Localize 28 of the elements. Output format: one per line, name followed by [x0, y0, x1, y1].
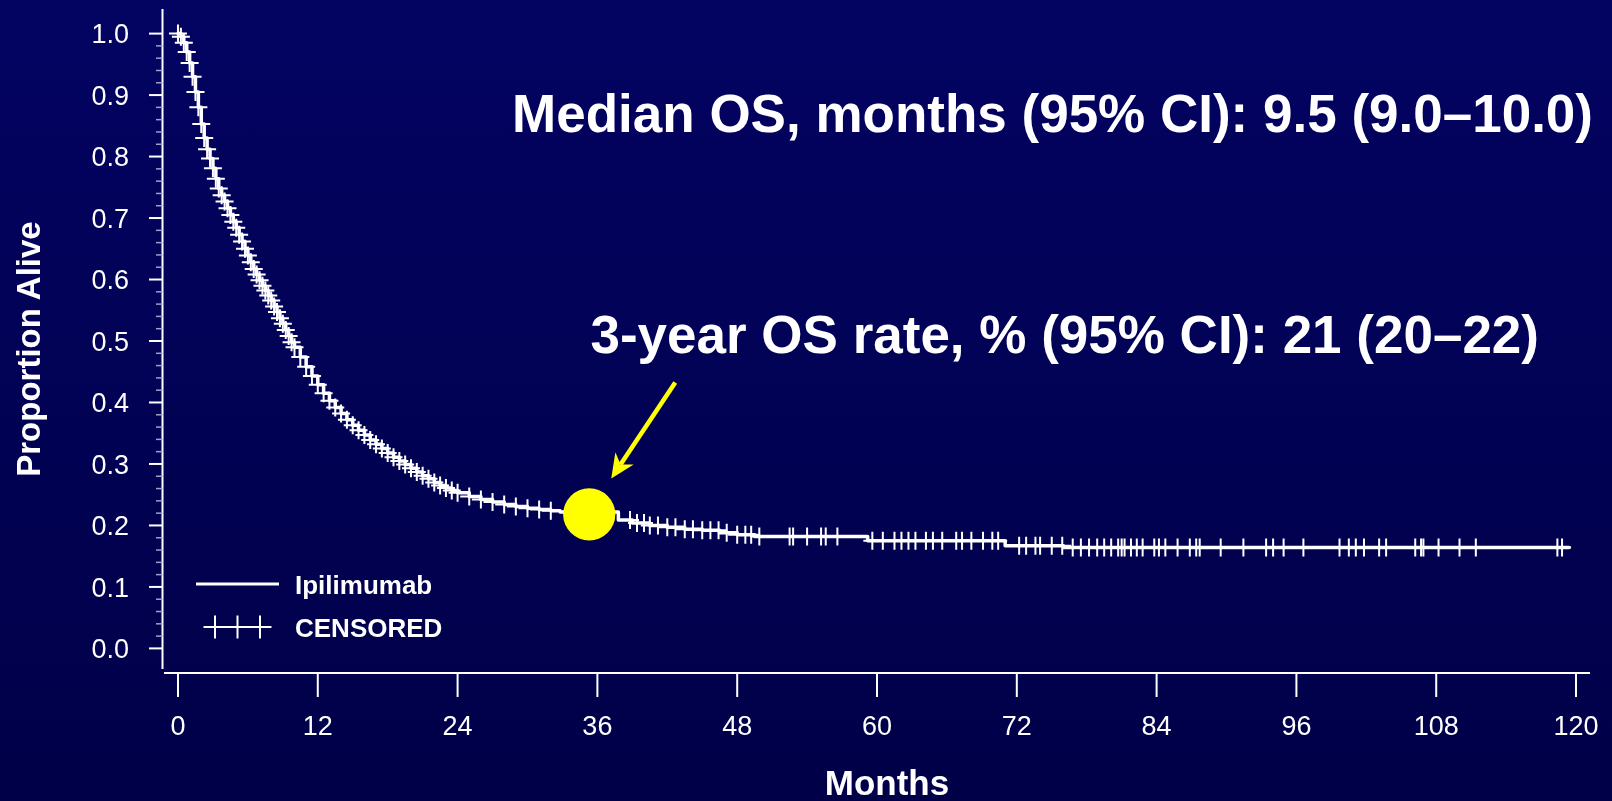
x-tick-label: 0: [170, 711, 186, 741]
x-tick-label: 120: [1553, 711, 1599, 741]
x-tick-label: 36: [582, 711, 613, 741]
y-tick-label: 0.5: [91, 326, 129, 357]
x-axis-title: Months: [824, 763, 950, 801]
y-tick-label: 0.2: [91, 511, 129, 542]
x-tick-label: 84: [1141, 711, 1172, 741]
y-tick-label: 0.0: [91, 634, 129, 665]
y-tick-label: 0.7: [91, 203, 129, 234]
x-tick-label: 24: [442, 711, 473, 741]
y-axis-title: Proportion Alive: [10, 221, 47, 477]
x-tick-label: 48: [722, 711, 753, 741]
y-tick-label: 0.4: [91, 388, 129, 419]
x-tick-label: 60: [861, 711, 893, 741]
legend-label: CENSORED: [295, 612, 443, 643]
y-tick-label: 0.8: [91, 142, 129, 173]
x-tick-label: 72: [1001, 711, 1032, 741]
y-tick-label: 1.0: [91, 19, 129, 50]
x-tick-label: 96: [1281, 711, 1312, 741]
y-tick-label: 0.9: [91, 80, 129, 111]
x-tick-label: 108: [1413, 711, 1459, 741]
y-tick-label: 0.3: [91, 449, 129, 480]
y-tick-label: 0.1: [91, 572, 129, 603]
y-tick-label: 0.6: [91, 265, 129, 296]
annotation: Median OS, months (95% CI): 9.5 (9.0–10.0): [512, 84, 1593, 143]
annotation: 3-year OS rate, % (95% CI): 21 (20–22): [590, 305, 1539, 364]
x-tick-label: 12: [302, 711, 333, 741]
legend-label: Ipilimumab: [295, 569, 433, 600]
